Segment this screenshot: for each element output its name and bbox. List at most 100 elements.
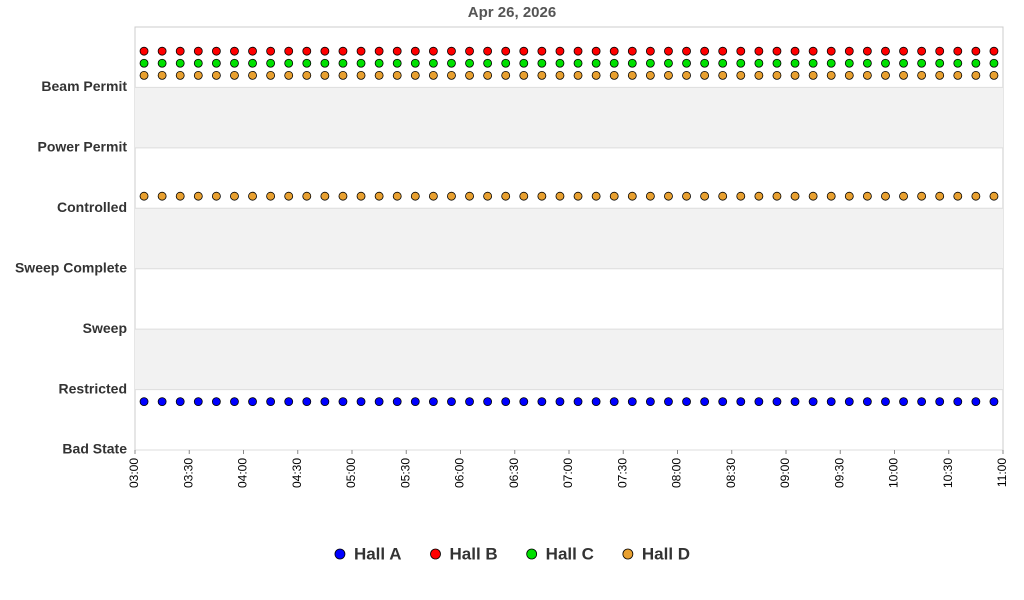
x-tick-label: 03:30: [181, 458, 195, 488]
point: [808, 58, 818, 68]
point: [989, 70, 999, 80]
point: [248, 397, 257, 407]
x-tick-label: 07:00: [561, 458, 575, 488]
point: [736, 46, 746, 56]
point: [682, 397, 691, 407]
point: [808, 397, 818, 407]
point: [320, 191, 330, 201]
point: [157, 46, 167, 56]
point: [338, 58, 348, 68]
point: [230, 58, 239, 68]
point: [935, 397, 945, 407]
point: [899, 58, 908, 68]
point: [989, 46, 999, 56]
point: [193, 191, 203, 201]
x-tick-label: 10:30: [941, 458, 955, 488]
point: [573, 58, 583, 68]
point: [465, 58, 474, 68]
point: [537, 397, 547, 407]
y-tick-label: Power Permit: [38, 139, 128, 155]
x-tick-label: 06:00: [453, 458, 467, 488]
x-tick-label: 03:00: [127, 458, 141, 488]
point: [826, 70, 836, 80]
y-tick-label: Sweep Complete: [15, 259, 127, 275]
point: [374, 397, 384, 407]
point: [211, 58, 221, 68]
point: [808, 70, 818, 80]
legend-item: Hall B: [430, 544, 498, 563]
point: [736, 191, 746, 201]
point: [700, 397, 710, 407]
point: [844, 397, 854, 407]
point: [881, 70, 890, 80]
point: [175, 191, 185, 201]
point: [483, 397, 493, 407]
point: [917, 397, 927, 407]
point: [754, 58, 764, 68]
x-tick-label: 04:30: [290, 458, 304, 488]
x-tick-label: 05:30: [398, 458, 412, 488]
point: [645, 58, 655, 68]
point: [862, 46, 872, 56]
point: [754, 191, 764, 201]
point: [447, 191, 456, 201]
point: [881, 58, 890, 68]
legend-item: Hall C: [526, 544, 594, 563]
point: [881, 397, 890, 407]
point: [718, 46, 728, 56]
point: [230, 46, 239, 56]
point: [284, 397, 294, 407]
point: [917, 58, 927, 68]
point: [230, 191, 239, 201]
x-tick-label: 09:30: [832, 458, 846, 488]
point: [248, 58, 257, 68]
point: [700, 46, 710, 56]
point: [790, 191, 800, 201]
point: [428, 191, 438, 201]
point: [211, 70, 221, 80]
point: [917, 191, 927, 201]
point: [410, 58, 420, 68]
point: [320, 46, 330, 56]
point: [591, 191, 601, 201]
point: [284, 191, 294, 201]
point: [609, 191, 619, 201]
point: [139, 46, 149, 56]
point: [627, 191, 637, 201]
point: [700, 191, 710, 201]
legend-marker: [334, 548, 346, 560]
point: [266, 70, 276, 80]
point: [718, 397, 728, 407]
point: [266, 397, 276, 407]
point: [465, 397, 474, 407]
point: [537, 46, 547, 56]
point: [139, 397, 149, 407]
point: [392, 46, 402, 56]
point: [772, 70, 782, 80]
point: [410, 191, 420, 201]
point: [971, 397, 981, 407]
legend-label: Hall C: [546, 544, 594, 563]
point: [211, 397, 221, 407]
point: [772, 46, 782, 56]
point: [483, 191, 493, 201]
point: [935, 191, 945, 201]
point: [573, 191, 583, 201]
point: [284, 58, 294, 68]
x-tick-label: 06:30: [507, 458, 521, 488]
point: [338, 191, 348, 201]
point: [862, 70, 872, 80]
point: [157, 58, 167, 68]
x-tick-label: 09:00: [778, 458, 792, 488]
x-tick-label: 07:30: [615, 458, 629, 488]
point: [609, 58, 619, 68]
y-tick-label: Bad State: [62, 441, 127, 457]
point: [591, 58, 601, 68]
point: [555, 46, 565, 56]
point: [501, 70, 511, 80]
point: [754, 46, 764, 56]
y-tick-label: Sweep: [83, 320, 127, 336]
point: [555, 191, 565, 201]
band: [135, 87, 1003, 148]
